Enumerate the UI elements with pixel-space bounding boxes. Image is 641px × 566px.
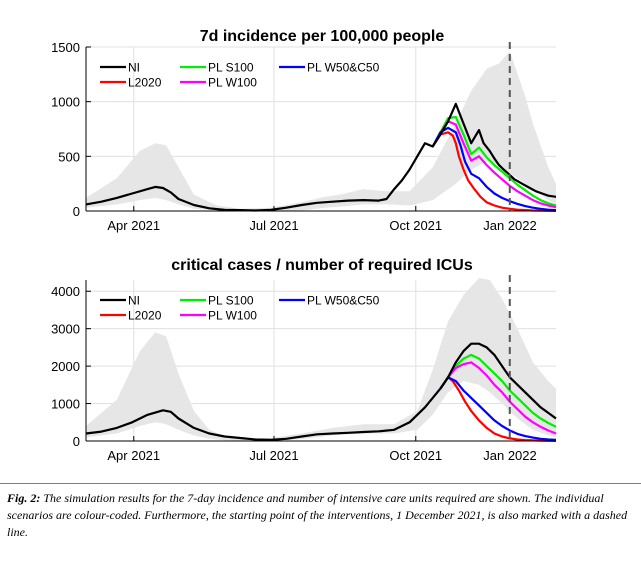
icu-legend-label-2: PL S100 [208, 294, 254, 308]
icu-chart: critical cases / number of required ICUs… [51, 257, 557, 463]
icu-series-pl-s100 [439, 353, 557, 428]
icu-x-tick-label-3: Jan 2022 [483, 448, 537, 463]
incidence-series-l2020 [431, 131, 557, 212]
figure-caption: Fig. 2: The simulation results for the 7… [7, 490, 632, 541]
incidence-legend-label-2: PL S100 [208, 61, 254, 75]
incidence-series-pl-w50-c50 [431, 126, 557, 212]
incidence-y-tick-label-2: 1000 [51, 95, 80, 110]
incidence-chart-title: 7d incidence per 100,000 people [200, 28, 445, 45]
icu-y-tick-label-1: 1000 [51, 397, 80, 412]
caption-label: Fig. 2: [7, 491, 41, 505]
icu-legend-label-0: NI [128, 294, 140, 308]
caption-text: The simulation results for the 7-day inc… [7, 491, 628, 539]
incidence-series-ni [85, 102, 557, 212]
icu-legend-label-4: PL W50&C50 [307, 294, 380, 308]
icu-chart-title: critical cases / number of required ICUs [171, 257, 473, 274]
incidence-legend-label-3: PL W100 [208, 76, 257, 90]
incidence-y-tick-label-0: 0 [73, 204, 80, 219]
icu-series-l2020 [439, 376, 557, 442]
incidence-legend-label-4: PL W50&C50 [307, 61, 380, 75]
incidence-x-tick-label-2: Oct 2021 [389, 218, 442, 233]
icu-x-tick-label-0: Apr 2021 [107, 448, 160, 463]
icu-series-ni [85, 342, 557, 441]
icu-series-pl-w100 [439, 361, 557, 435]
icu-legend-label-1: L2020 [128, 309, 162, 323]
icu-y-tick-label-3: 3000 [51, 322, 80, 337]
incidence-legend-label-1: L2020 [128, 76, 162, 90]
icu-y-tick-label-0: 0 [73, 434, 80, 449]
incidence-y-tick-label-1: 500 [58, 149, 80, 164]
incidence-x-tick-label-1: Jul 2021 [249, 218, 298, 233]
icu-y-tick-label-4: 4000 [51, 284, 80, 299]
icu-uncertainty-band [86, 278, 556, 441]
icu-series-pl-w50-c50 [439, 376, 557, 441]
incidence-x-tick-label-3: Jan 2022 [483, 218, 537, 233]
figure: 7d incidence per 100,000 people 0 500 1000… [51, 28, 557, 463]
icu-y-tick-label-2: 2000 [51, 359, 80, 374]
icu-legend-label-3: PL W100 [208, 309, 257, 323]
figure-caption-box: Fig. 2: The simulation results for the 7… [0, 483, 641, 566]
incidence-chart: 7d incidence per 100,000 people 0 500 1000… [51, 28, 557, 233]
incidence-x-tick-label-0: Apr 2021 [107, 218, 160, 233]
incidence-legend-label-0: NI [128, 61, 140, 75]
incidence-series-pl-w100 [431, 120, 557, 209]
incidence-series-pl-s100 [431, 115, 557, 207]
icu-x-tick-label-2: Oct 2021 [389, 448, 442, 463]
incidence-y-tick-label-3: 1500 [51, 40, 80, 55]
incidence-uncertainty-band [86, 51, 556, 212]
icu-x-tick-label-1: Jul 2021 [249, 448, 298, 463]
